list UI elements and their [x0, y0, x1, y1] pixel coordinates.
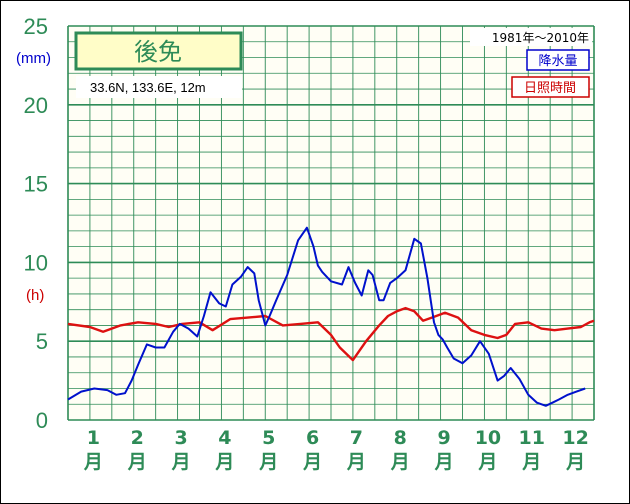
month-number-label: 2 [131, 427, 144, 449]
y-tick-label: 15 [24, 172, 48, 197]
chart-title: 後免 [134, 38, 182, 66]
month-suffix-label: 月 [565, 451, 585, 473]
month-suffix-label: 月 [258, 451, 278, 473]
month-suffix-label: 月 [390, 451, 410, 473]
location-bg [76, 76, 242, 98]
y-tick-label: 0 [36, 408, 48, 433]
month-number-label: 11 [519, 427, 545, 449]
month-number-label: 6 [306, 427, 319, 449]
month-suffix-label: 月 [171, 451, 191, 473]
precipitation-line [67, 226, 586, 407]
month-suffix-label: 月 [521, 451, 541, 473]
y-tick-label: 20 [24, 93, 48, 118]
month-suffix-label: 月 [434, 451, 454, 473]
month-suffix-label: 月 [214, 451, 234, 473]
month-number-label: 1 [87, 427, 100, 449]
y-unit-mm: (mm) [16, 50, 51, 67]
month-suffix-label: 月 [477, 451, 497, 473]
month-suffix-label: 月 [83, 451, 103, 473]
month-number-label: 12 [562, 427, 588, 449]
location-text: 33.6N, 133.6E, 12m [90, 80, 206, 95]
period-text: 1981年〜2010年 [492, 31, 589, 45]
legend-precipitation-label: 降水量 [538, 54, 577, 69]
legend-sunshine-label: 日照時間 [524, 81, 576, 96]
month-suffix-label: 月 [346, 451, 366, 473]
y-tick-label: 25 [24, 14, 48, 39]
sunshine-line [67, 306, 595, 362]
month-number-label: 3 [174, 427, 187, 449]
title-box [74, 31, 243, 71]
month-number-label: 7 [350, 427, 363, 449]
month-number-label: 9 [437, 427, 450, 449]
y-axis-labels: 0 5 10 15 20 25 [24, 14, 48, 433]
y-unit-hours: (h) [26, 287, 44, 304]
y-tick-label: 5 [36, 329, 48, 354]
month-number-label: 8 [394, 427, 407, 449]
period-bg [470, 28, 592, 46]
gridlines [67, 25, 595, 421]
legend-sunshine [511, 76, 590, 98]
legend-precipitation [526, 49, 590, 71]
month-number-label: 10 [475, 427, 501, 449]
month-number-label: 4 [218, 427, 231, 449]
month-number-label: 5 [262, 427, 275, 449]
y-tick-label: 10 [24, 250, 48, 275]
month-suffix-label: 月 [127, 451, 147, 473]
month-suffix-label: 月 [302, 451, 322, 473]
